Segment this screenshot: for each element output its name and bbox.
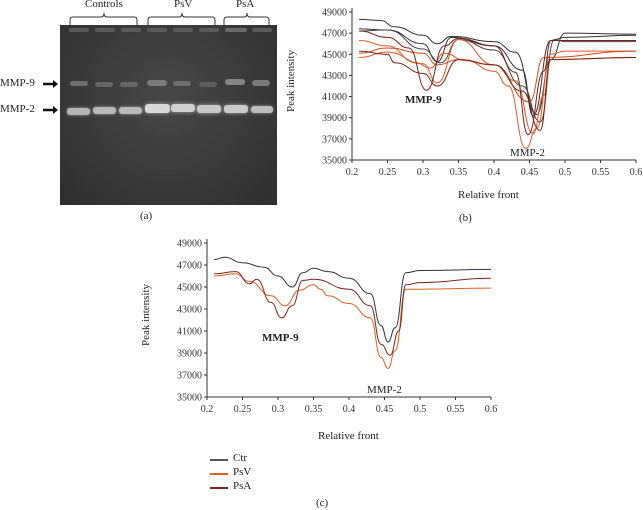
- y-tick-label: 43000: [177, 305, 202, 316]
- x-tick-label: 0.2: [201, 404, 214, 415]
- band-mmp2: [197, 105, 221, 113]
- x-tick-label: 0.25: [379, 167, 397, 178]
- y-tick-label: 47000: [177, 261, 202, 272]
- series-line: [359, 29, 636, 123]
- x-tick-label: 0.6: [630, 167, 643, 178]
- well: [173, 28, 193, 32]
- legend-swatch-psa: [210, 487, 228, 489]
- band-mmp9: [70, 81, 88, 86]
- annotation-mmp9-b: MMP-9: [405, 94, 442, 106]
- group-label-psv: PsV: [174, 0, 193, 10]
- annotation-mmp2-c: MMP-2: [367, 384, 402, 396]
- y-tick-label: 35000: [177, 393, 202, 404]
- y-tick-label: 37000: [177, 371, 202, 382]
- x-tick-label: 0.4: [488, 167, 501, 178]
- x-tick-label: 0.55: [447, 404, 465, 415]
- well: [121, 28, 141, 32]
- y-tick-label: 47000: [322, 29, 347, 40]
- x-tick-label: 0.55: [592, 167, 610, 178]
- x-axis-label-c: Relative front: [318, 430, 379, 442]
- band-mmp9: [252, 80, 270, 86]
- band-mmp2: [224, 105, 248, 113]
- x-tick-label: 0.2: [346, 167, 359, 178]
- y-tick-label: 41000: [322, 92, 347, 103]
- series-line: [214, 256, 492, 343]
- x-tick-label: 0.45: [521, 167, 539, 178]
- x-tick-label: 0.25: [234, 404, 252, 415]
- caption-b: (b): [459, 212, 472, 224]
- series-line: [359, 30, 636, 136]
- well: [225, 28, 247, 32]
- band-mmp2: [93, 107, 116, 114]
- y-tick-label: 45000: [177, 283, 202, 294]
- well: [69, 28, 89, 32]
- legend-swatch-psv: [210, 473, 228, 475]
- x-tick-label: 0.45: [376, 404, 394, 415]
- well: [199, 28, 219, 32]
- band-mmp2: [119, 107, 142, 114]
- series-line: [359, 50, 637, 131]
- group-label-psa: PsA: [236, 0, 255, 10]
- series-line: [214, 271, 492, 356]
- band-mmp2: [171, 104, 195, 112]
- band-mmp9: [95, 82, 113, 87]
- well: [147, 28, 167, 32]
- legend-label-ctr: Ctr: [233, 452, 248, 464]
- x-tick-label: 0.3: [272, 404, 285, 415]
- band-mmp2: [145, 104, 170, 113]
- x-tick-label: 0.35: [450, 167, 468, 178]
- y-tick-label: 41000: [177, 327, 202, 338]
- caption-a: (a): [140, 210, 153, 222]
- y-tick-label: 39000: [322, 113, 347, 124]
- band-mmp9: [199, 82, 217, 87]
- y-tick-label: 45000: [322, 50, 347, 61]
- x-tick-label: 0.3: [417, 167, 430, 178]
- annotation-mmp2-b: MMP-2: [510, 147, 545, 159]
- band-mmp2: [67, 108, 90, 115]
- zymography-gel: [60, 25, 277, 205]
- caption-c: (c): [316, 497, 329, 509]
- well: [252, 28, 272, 32]
- annotation-mmp9-c: MMP-9: [262, 332, 299, 344]
- legend-label-psa: PsA: [233, 480, 252, 492]
- x-tick-label: 0.5: [559, 167, 572, 178]
- x-axis-label-b: Relative front: [458, 189, 519, 201]
- y-tick-label: 43000: [322, 71, 347, 82]
- band-mmp9: [147, 80, 167, 86]
- y-axis-label-c: Peak intensity: [140, 283, 152, 346]
- band-mmp2: [251, 106, 273, 113]
- x-tick-label: 0.5: [414, 404, 427, 415]
- y-tick-label: 35000: [322, 156, 347, 167]
- series-line: [359, 18, 637, 116]
- x-tick-label: 0.4: [343, 404, 356, 415]
- y-tick-label: 39000: [177, 349, 202, 360]
- well: [95, 28, 115, 32]
- legend-label-psv: PsV: [233, 466, 252, 478]
- band-mmp9: [120, 82, 138, 87]
- band-mmp9: [225, 79, 245, 85]
- y-tick-label: 49000: [177, 239, 202, 250]
- x-tick-label: 0.35: [305, 404, 323, 415]
- legend-swatch-ctr: [210, 459, 228, 461]
- series-line: [214, 273, 492, 369]
- y-tick-label: 37000: [322, 134, 347, 145]
- band-mmp9: [173, 81, 191, 86]
- marker-label-mmp2: MMP-2: [0, 103, 35, 115]
- x-tick-label: 0.6: [485, 404, 498, 415]
- group-label-controls: Controls: [85, 0, 123, 10]
- y-tick-label: 49000: [322, 8, 347, 19]
- marker-label-mmp9: MMP-9: [0, 77, 35, 89]
